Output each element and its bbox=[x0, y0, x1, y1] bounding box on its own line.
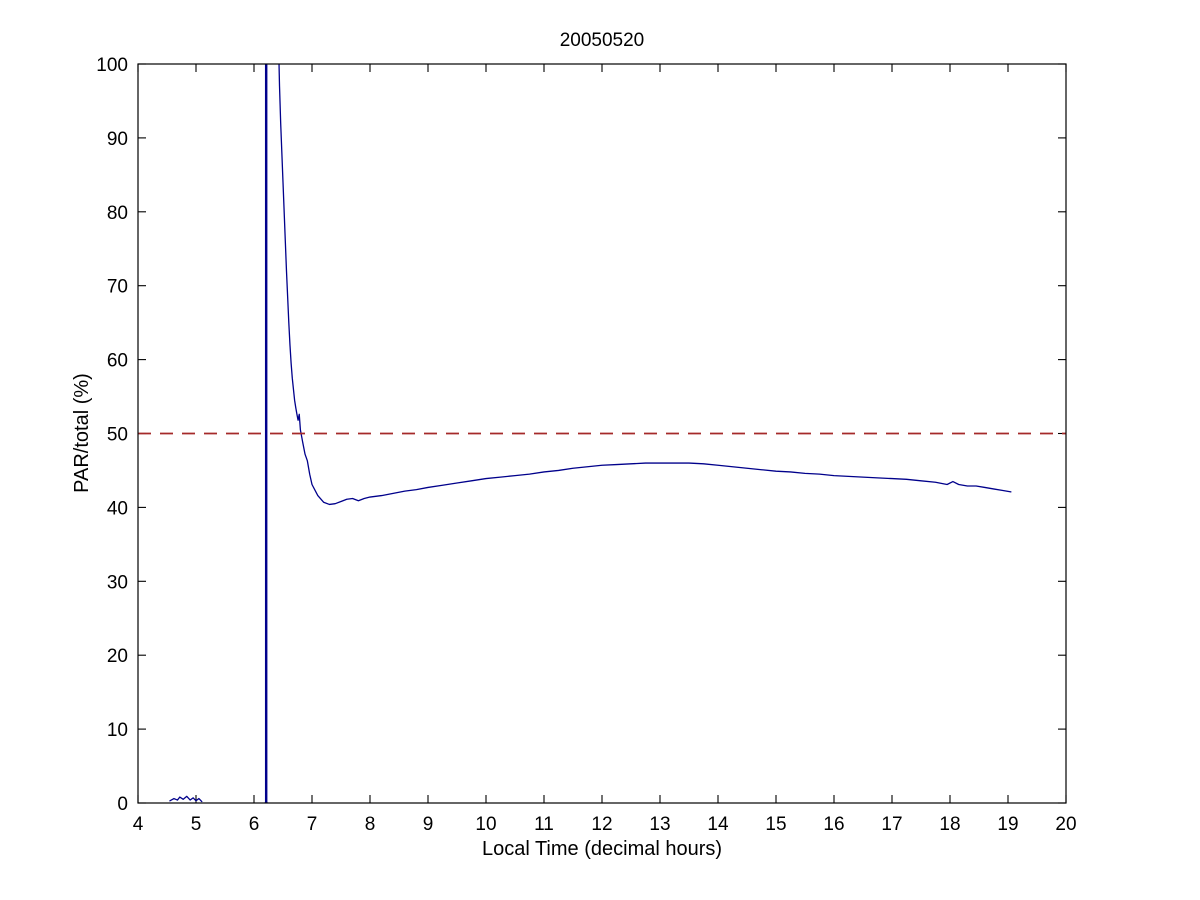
x-tick-label: 15 bbox=[765, 814, 786, 835]
x-tick-label: 16 bbox=[823, 814, 844, 835]
y-tick-label: 60 bbox=[107, 351, 128, 372]
x-tick-label: 4 bbox=[133, 814, 144, 835]
plot-box bbox=[137, 63, 1067, 804]
y-tick-50: 50 bbox=[107, 425, 1066, 446]
y-tick-40: 40 bbox=[107, 498, 1066, 519]
x-tick-label: 8 bbox=[365, 814, 376, 835]
x-tick-19: 19 bbox=[997, 64, 1019, 835]
y-tick-100: 100 bbox=[96, 55, 1066, 76]
y-tick-label: 0 bbox=[117, 794, 128, 815]
data-series-group bbox=[169, 64, 1012, 803]
y-axis-label: PAR/total (%) bbox=[71, 373, 93, 493]
y-tick-10: 10 bbox=[107, 720, 1066, 741]
x-tick-8: 8 bbox=[365, 64, 376, 835]
y-tick-30: 30 bbox=[107, 572, 1066, 593]
y-axis-ticks: 0 10 20 30 40 50 60 70 80 90 100 bbox=[96, 55, 1066, 815]
x-tick-10: 10 bbox=[475, 64, 497, 835]
x-tick-13: 13 bbox=[649, 64, 671, 835]
x-axis-ticks: 4 5 6 7 8 9 10 11 12 13 14 15 16 17 18 19 20 bbox=[133, 64, 1077, 835]
y-tick-label: 100 bbox=[96, 55, 128, 76]
y-tick-60: 60 bbox=[107, 351, 1066, 372]
x-tick-label: 5 bbox=[191, 814, 202, 835]
x-tick-label: 13 bbox=[649, 814, 670, 835]
y-tick-70: 70 bbox=[107, 277, 1066, 298]
y-tick-0: 0 bbox=[117, 794, 1066, 815]
x-tick-label: 10 bbox=[475, 814, 496, 835]
x-tick-label: 11 bbox=[534, 814, 554, 835]
y-tick-label: 50 bbox=[107, 425, 128, 446]
x-tick-label: 14 bbox=[707, 814, 729, 835]
x-tick-label: 20 bbox=[1055, 814, 1076, 835]
data-series-line-0 bbox=[169, 795, 203, 803]
x-tick-6: 6 bbox=[249, 64, 260, 835]
y-tick-label: 10 bbox=[107, 720, 128, 741]
x-tick-label: 17 bbox=[881, 814, 902, 835]
y-tick-label: 30 bbox=[107, 572, 128, 593]
data-series-line-2 bbox=[278, 64, 1012, 506]
x-axis-label: Local Time (decimal hours) bbox=[482, 838, 722, 860]
y-tick-20: 20 bbox=[107, 646, 1066, 667]
x-tick-label: 6 bbox=[249, 814, 260, 835]
x-tick-12: 12 bbox=[591, 64, 613, 835]
x-tick-label: 12 bbox=[591, 814, 612, 835]
x-tick-9: 9 bbox=[423, 64, 434, 835]
y-tick-label: 80 bbox=[107, 203, 128, 224]
x-tick-17: 17 bbox=[881, 64, 903, 835]
data-series-line-1 bbox=[263, 64, 269, 803]
x-tick-label: 19 bbox=[997, 814, 1018, 835]
x-tick-label: 9 bbox=[423, 814, 434, 835]
chart-title: 20050520 bbox=[560, 30, 645, 51]
x-tick-label: 18 bbox=[939, 814, 960, 835]
x-tick-11: 11 bbox=[534, 64, 554, 835]
x-tick-5: 5 bbox=[191, 64, 202, 835]
y-tick-90: 90 bbox=[107, 129, 1066, 150]
y-tick-label: 40 bbox=[107, 498, 128, 519]
y-tick-label: 20 bbox=[107, 646, 128, 667]
y-tick-label: 70 bbox=[107, 277, 128, 298]
x-tick-16: 16 bbox=[823, 64, 845, 835]
x-tick-15: 15 bbox=[765, 64, 787, 835]
y-tick-label: 90 bbox=[107, 129, 128, 150]
y-tick-80: 80 bbox=[107, 203, 1066, 224]
x-tick-7: 7 bbox=[307, 64, 318, 835]
x-tick-18: 18 bbox=[939, 64, 961, 835]
x-tick-label: 7 bbox=[307, 814, 318, 835]
x-tick-14: 14 bbox=[707, 64, 729, 835]
